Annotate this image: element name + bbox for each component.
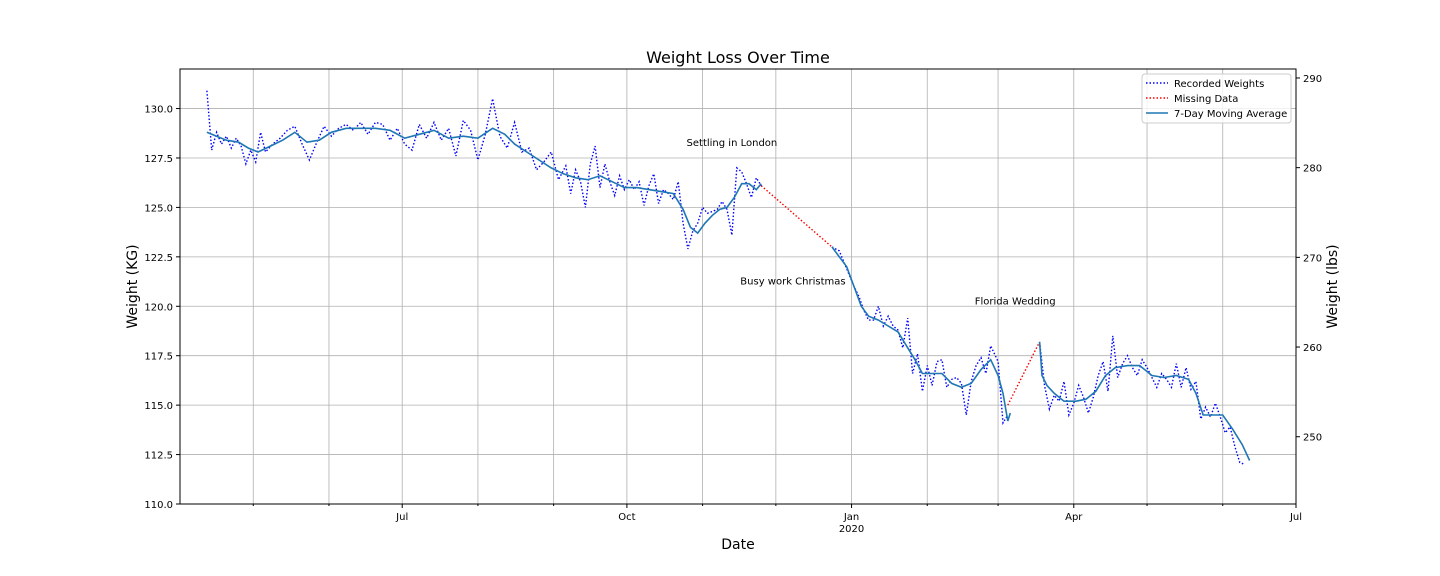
y-right-tick-label: 280: [1303, 164, 1322, 175]
chart-title: Weight Loss Over Time: [646, 48, 830, 67]
y-tick-label: 117.5: [144, 352, 173, 363]
annotation-label: Settling in London: [687, 138, 778, 149]
annotation-label: Busy work Christmas: [740, 277, 845, 288]
series-7-day-moving-average-line: [831, 246, 1012, 422]
legend: Recorded Weights Missing Data 7-Day Moving…: [1141, 73, 1292, 124]
annotation-layer: Settling in London Busy work Christmas Flo…: [687, 138, 1056, 307]
series-missing-data-line: [760, 185, 833, 248]
x-tick-label: Jul: [395, 512, 408, 523]
series-layer: [206, 90, 1251, 466]
annotation-label: Florida Wedding: [975, 296, 1056, 307]
y-tick-label: 112.5: [144, 451, 173, 462]
series-recorded-weights-line: [831, 246, 1009, 426]
y-tick-label: 120.0: [144, 302, 173, 313]
x-tick-label: Jan: [843, 512, 859, 523]
y-right-tick-label: 270: [1303, 253, 1322, 264]
plot-frame: [179, 68, 1297, 505]
series-7-day-moving-average-line: [1038, 341, 1251, 461]
legend-box: [1141, 73, 1292, 124]
grid-lines: [180, 69, 1297, 505]
y-right-tick-label: 260: [1303, 343, 1322, 354]
x-tick-sublabel: 2020: [839, 524, 864, 535]
series-recorded-weights-line: [1038, 335, 1245, 466]
y-axis-right-label: Weight (lbs): [1325, 244, 1341, 328]
y-tick-label: 130.0: [144, 105, 173, 116]
y-right-tick-label: 290: [1303, 74, 1322, 85]
series-missing-data-line: [1007, 341, 1041, 406]
y-tick-label: 122.5: [144, 253, 173, 264]
y-axis-left-label: Weight (KG): [125, 244, 141, 328]
y-right-tick-label: 250: [1303, 433, 1322, 444]
y-tick-label: 125.0: [144, 203, 173, 214]
x-tick-label: Apr: [1065, 512, 1083, 523]
legend-label: Recorded Weights: [1174, 79, 1264, 90]
x-tick-label: Oct: [618, 512, 635, 523]
y-tick-label: 127.5: [144, 154, 173, 165]
x-axis-label: Date: [721, 537, 754, 553]
y-tick-label: 115.0: [144, 401, 173, 412]
y-axis-left-ticks: 110.0 112.5 115.0 117.5 120.0 122.5 125.0 127.5…: [144, 105, 180, 511]
y-axis-right-ticks: 250 260 270 280 290: [1296, 74, 1322, 444]
series-7-day-moving-average-line: [206, 127, 762, 235]
x-tick-label: Jul: [1289, 512, 1302, 523]
legend-label: 7-Day Moving Average: [1174, 109, 1287, 120]
y-tick-label: 110.0: [144, 500, 173, 511]
series-recorded-weights-line: [206, 90, 762, 250]
legend-label: Missing Data: [1174, 94, 1238, 105]
